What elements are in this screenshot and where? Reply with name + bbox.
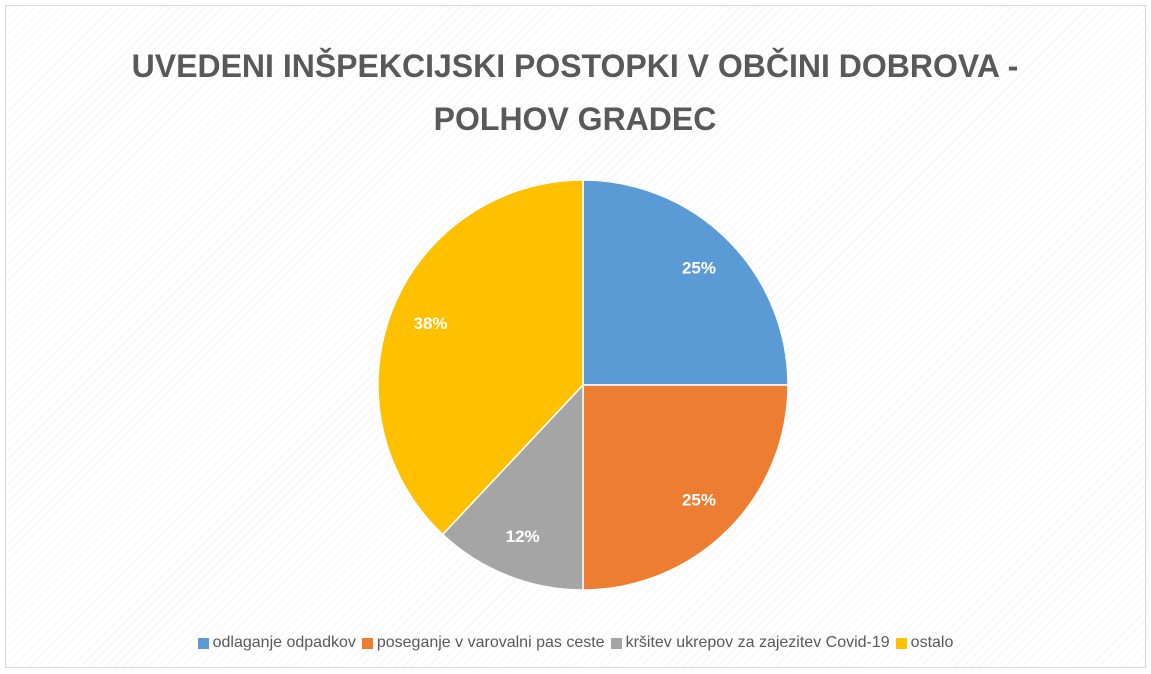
legend-swatch xyxy=(895,637,907,649)
legend-swatch xyxy=(197,637,209,649)
data-label: 38% xyxy=(414,314,448,333)
data-label: 25% xyxy=(682,490,716,509)
data-label: 12% xyxy=(506,527,540,546)
legend-item: kršitev ukrepov za zajezitev Covid-19 xyxy=(610,634,890,652)
legend-label: kršitev ukrepov za zajezitev Covid-19 xyxy=(625,634,890,651)
legend-label: odlaganje odpadkov xyxy=(212,634,356,651)
legend-label: ostalo xyxy=(910,634,954,651)
legend-item: odlaganje odpadkov xyxy=(197,634,356,652)
legend-item: poseganje v varovalni pas ceste xyxy=(361,634,605,652)
pie-slice xyxy=(582,384,789,591)
legend-item: ostalo xyxy=(895,634,954,652)
data-label: 25% xyxy=(682,259,716,278)
chart-title: UVEDENI INŠPEKCIJSKI POSTOPKI V OBČINI D… xyxy=(131,48,1019,137)
pie-slice xyxy=(441,383,584,591)
legend: odlaganje odpadkov poseganje v varovalni … xyxy=(0,634,1151,652)
pie-slice xyxy=(582,179,789,386)
pie: 25% 25% 12% 38% xyxy=(377,179,789,591)
legend-swatch xyxy=(610,637,622,649)
legend-swatch xyxy=(361,637,373,649)
legend-label: poseganje v varovalni pas ceste xyxy=(376,634,605,651)
pie-slice xyxy=(377,179,584,536)
